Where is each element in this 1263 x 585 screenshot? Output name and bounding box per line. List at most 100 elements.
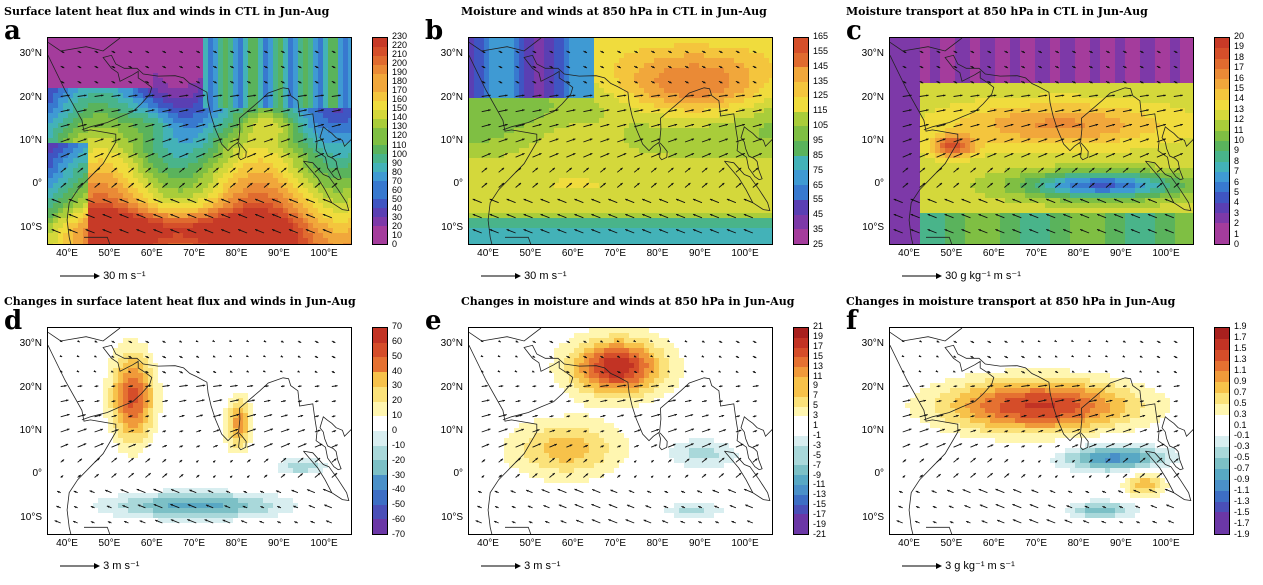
colorbar-segment — [1215, 382, 1229, 393]
colorbar-label: 125 — [813, 90, 828, 100]
colorbar-label: 1.3 — [1234, 354, 1247, 364]
lat-tick-label: 0° — [842, 468, 884, 479]
colorbar-label: -0.5 — [1234, 452, 1250, 462]
colorbar-segment — [1215, 141, 1229, 151]
colorbar-label: 18 — [1234, 52, 1244, 62]
reference-vector-label: 3 m s⁻¹ — [524, 560, 560, 572]
colorbar-segment — [794, 357, 808, 367]
map-c — [889, 37, 1194, 245]
colorbar-label: 11 — [813, 371, 822, 381]
colorbar — [1214, 37, 1230, 245]
colorbar-label: 70 — [392, 321, 402, 331]
colorbar-segment — [1215, 469, 1229, 480]
lat-tick-label: 30°N — [421, 338, 463, 349]
colorbar-segment — [794, 67, 808, 82]
colorbar-label: 13 — [813, 361, 823, 371]
panel-title: Changes in moisture and winds at 850 hPa… — [461, 295, 794, 308]
colorbar-label: 3 — [813, 410, 818, 420]
colorbar-segment — [373, 83, 387, 92]
colorbar-label: -15 — [813, 499, 826, 509]
map-field — [890, 38, 1194, 245]
reference-vector-label: 30 m s⁻¹ — [103, 270, 145, 282]
colorbar-segment — [1215, 491, 1229, 502]
colorbar-segment — [373, 460, 387, 475]
lat-tick-label: 20°N — [0, 92, 42, 103]
colorbar-label: -1.9 — [1234, 529, 1250, 539]
colorbar-segment — [373, 65, 387, 74]
colorbar-label: -7 — [813, 460, 821, 470]
colorbar-segment — [1215, 110, 1229, 120]
colorbar-segment — [373, 446, 387, 461]
colorbar — [372, 327, 388, 535]
colorbar-segment — [794, 82, 808, 97]
panel-title: Changes in moisture transport at 850 hPa… — [846, 295, 1175, 308]
lat-tick-label: 0° — [842, 178, 884, 189]
lon-tick-label: 70°E — [1025, 248, 1047, 259]
colorbar-label: 0.3 — [1234, 409, 1247, 419]
colorbar-label: 9 — [1234, 145, 1239, 155]
colorbar-label: 6 — [1234, 177, 1239, 187]
lat-tick-label: 10°N — [0, 425, 42, 436]
colorbar-segment — [794, 141, 808, 156]
lat-tick-label: 10°S — [842, 512, 884, 523]
lon-tick-label: 100°E — [731, 248, 758, 259]
panel-d: Changes in surface latent heat flux and … — [0, 295, 421, 585]
colorbar-label: 10 — [1234, 135, 1244, 145]
colorbar-segment — [1215, 192, 1229, 202]
lon-tick-label: 50°E — [520, 248, 542, 259]
colorbar-label: -1.3 — [1234, 496, 1250, 506]
reference-vector: 30 m s⁻¹ — [60, 269, 146, 282]
lat-tick-label: 10°S — [0, 512, 42, 523]
colorbar-segment — [794, 156, 808, 171]
colorbar-label: 19 — [1234, 41, 1244, 51]
colorbar-label: 4 — [1234, 197, 1239, 207]
lon-tick-label: 60°E — [141, 538, 163, 549]
colorbar-label: -30 — [392, 470, 405, 480]
colorbar-segment — [794, 97, 808, 112]
lat-tick-label: 20°N — [842, 92, 884, 103]
colorbar-segment — [1215, 339, 1229, 350]
colorbar-label: 11 — [1234, 125, 1243, 135]
colorbar-segment — [373, 328, 387, 343]
colorbar-segment — [794, 53, 808, 68]
lon-tick-label: 50°E — [99, 538, 121, 549]
lat-tick-label: 10°S — [842, 222, 884, 233]
lon-tick-label: 70°E — [1025, 538, 1047, 549]
colorbar-label: 1.7 — [1234, 332, 1247, 342]
colorbar-segment — [373, 475, 387, 490]
colorbar-segment — [794, 456, 808, 466]
colorbar-segment — [1215, 223, 1229, 233]
colorbar-label: 14 — [1234, 93, 1244, 103]
colorbar-segment — [794, 465, 808, 475]
colorbar-label: 155 — [813, 46, 828, 56]
colorbar-segment — [373, 217, 387, 226]
colorbar-label: 165 — [813, 31, 828, 41]
colorbar-segment — [1215, 350, 1229, 361]
colorbar-segment — [794, 348, 808, 358]
colorbar-segment — [794, 416, 808, 426]
lon-tick-label: 70°E — [604, 538, 626, 549]
colorbar-label: -1.5 — [1234, 507, 1250, 517]
panel-letter: c — [846, 18, 862, 44]
colorbar-segment — [373, 519, 387, 534]
lon-tick-label: 100°E — [1152, 248, 1179, 259]
map-a — [47, 37, 352, 245]
panel-e: Changes in moisture and winds at 850 hPa… — [421, 295, 842, 585]
colorbar-label: -60 — [392, 514, 405, 524]
colorbar-segment — [373, 181, 387, 190]
lon-tick-label: 80°E — [226, 248, 248, 259]
lon-tick-label: 40°E — [56, 538, 78, 549]
lon-tick-label: 100°E — [310, 538, 337, 549]
lat-tick-label: 20°N — [0, 382, 42, 393]
panel-title: Surface latent heat flux and winds in CT… — [4, 5, 329, 18]
colorbar-segment — [794, 200, 808, 215]
colorbar-segment — [373, 163, 387, 172]
colorbar-segment — [373, 235, 387, 244]
colorbar-label: -21 — [813, 529, 826, 539]
colorbar-segment — [1215, 512, 1229, 523]
colorbar-segment — [794, 397, 808, 407]
lon-tick-label: 60°E — [562, 538, 584, 549]
colorbar-label: 45 — [813, 209, 823, 219]
colorbar-label: 0.1 — [1234, 420, 1247, 430]
colorbar-segment — [794, 328, 808, 338]
